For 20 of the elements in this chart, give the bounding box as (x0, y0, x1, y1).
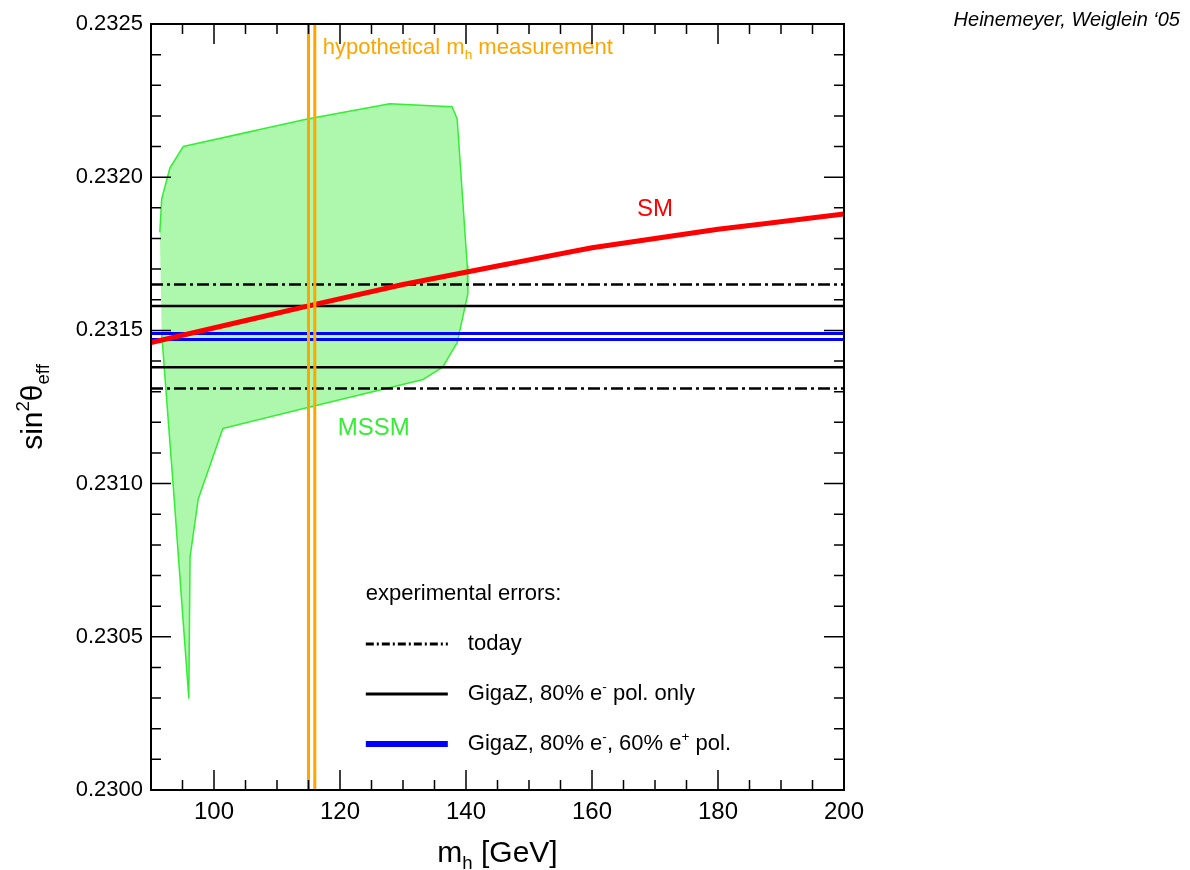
x-tick-label: 160 (571, 797, 613, 825)
legend-label: today (467, 630, 522, 655)
x-tick-label: 180 (697, 797, 739, 825)
y-axis-title: sin2θeff (12, 363, 53, 450)
legend-label: GigaZ, 80% e- pol. only (467, 678, 695, 705)
x-tick-label: 200 (823, 797, 865, 825)
x-tick-label: 100 (193, 797, 235, 825)
y-tick-label: 0.2300 (75, 776, 143, 802)
legend-label: GigaZ, 80% e-, 60% e+ pol. (467, 728, 732, 755)
x-tick-label: 140 (445, 797, 487, 825)
y-tick-label: 0.2305 (75, 622, 143, 648)
y-tick-label: 0.2310 (75, 469, 143, 495)
y-tick-label: 0.2325 (75, 10, 143, 36)
x-tick-label: 120 (319, 797, 361, 825)
legend-title: experimental errors: (365, 580, 562, 605)
text: Heinemeyer, Weiglein ‘05 (953, 7, 1181, 30)
series-label: SM (637, 194, 673, 222)
series-label: MSSM (337, 413, 410, 440)
y-tick-label: 0.2315 (75, 316, 143, 342)
y-tick-label: 0.2320 (75, 163, 143, 189)
